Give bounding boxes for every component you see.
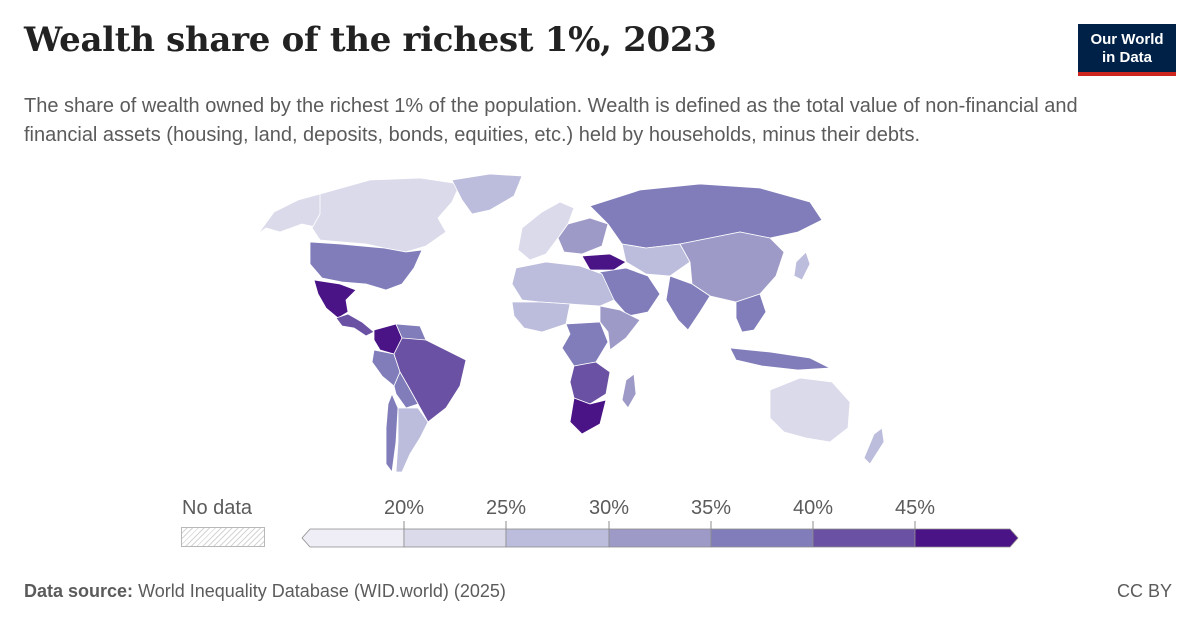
map-region-india[interactable]: India (665, 275, 711, 331)
legend-bin[interactable] (505, 528, 610, 548)
map-region-brazil[interactable]: Brazil (393, 337, 467, 423)
map-region-australia[interactable]: Australia (769, 377, 851, 443)
legend-tick-label: 35% (690, 497, 732, 519)
map-region-eastern-europe[interactable]: Eastern Europe (557, 217, 609, 255)
map-region-central-america[interactable]: Central America (335, 313, 375, 337)
map-region-west-africa[interactable]: West Africa (511, 301, 571, 333)
chart-title: Wealth share of the richest 1%, 2023 (24, 20, 717, 60)
no-data-label: No data (182, 497, 253, 519)
map-region-united-states[interactable]: United States (309, 241, 423, 291)
legend-bin[interactable] (301, 528, 405, 548)
legend-tick-label: 40% (792, 497, 834, 519)
map-region-greenland[interactable]: Greenland (451, 173, 523, 215)
map-region-east-africa[interactable]: East Africa (599, 305, 641, 351)
legend-bin[interactable] (710, 528, 814, 548)
map-region-mexico[interactable]: Mexico (313, 279, 357, 319)
legend-tick-label: 30% (588, 497, 630, 519)
map-region-indonesia[interactable]: Indonesia (729, 347, 831, 371)
legend-bin[interactable] (403, 528, 507, 548)
map-region-southeast-asia[interactable]: Southeast Asia (735, 293, 767, 333)
map-region-chile[interactable]: Chile (385, 393, 399, 472)
license-link[interactable]: CC BY (1116, 581, 1172, 601)
map-region-canada[interactable]: Canada (311, 177, 461, 253)
map-region-japan[interactable]: Japan (793, 251, 811, 281)
world-map[interactable]: Canada Canada Greenland United States Me… (170, 172, 890, 472)
legend-bin[interactable] (914, 528, 1019, 548)
map-region-new-zealand[interactable]: New Zealand (863, 427, 885, 465)
map-region-south-africa[interactable]: South Africa (569, 397, 607, 435)
map-region-central-asia[interactable]: Central Asia (621, 243, 691, 277)
no-data-swatch (181, 527, 265, 547)
data-source-link[interactable]: World Inequality Database (WID.world) (2… (138, 581, 506, 601)
chart-subtitle: The share of wealth owned by the richest… (24, 95, 1078, 146)
map-region-madagascar[interactable]: Madagascar (621, 373, 637, 409)
legend-tick-label: 45% (894, 497, 936, 519)
map-region-southern-africa[interactable]: Southern Africa (569, 361, 611, 405)
logo-line-2: in Data (1101, 49, 1152, 66)
data-source-label: Data source: (24, 581, 134, 601)
legend-tick-label: 25% (485, 497, 527, 519)
map-region-turkey[interactable]: Turkey (581, 253, 627, 271)
map-region-central-africa[interactable]: Central Africa (561, 321, 609, 367)
legend-bin[interactable] (812, 528, 916, 548)
map-region-argentina[interactable]: Argentina (395, 407, 429, 472)
map-region-china[interactable]: China (679, 231, 785, 303)
owid-logo[interactable]: Our World in Data (1078, 24, 1176, 76)
legend-tick-label: 20% (383, 497, 425, 519)
data-source: Data source: World Inequality Database (… (24, 581, 506, 602)
logo-line-1: Our World (1090, 31, 1164, 48)
legend-bin[interactable] (608, 528, 712, 548)
